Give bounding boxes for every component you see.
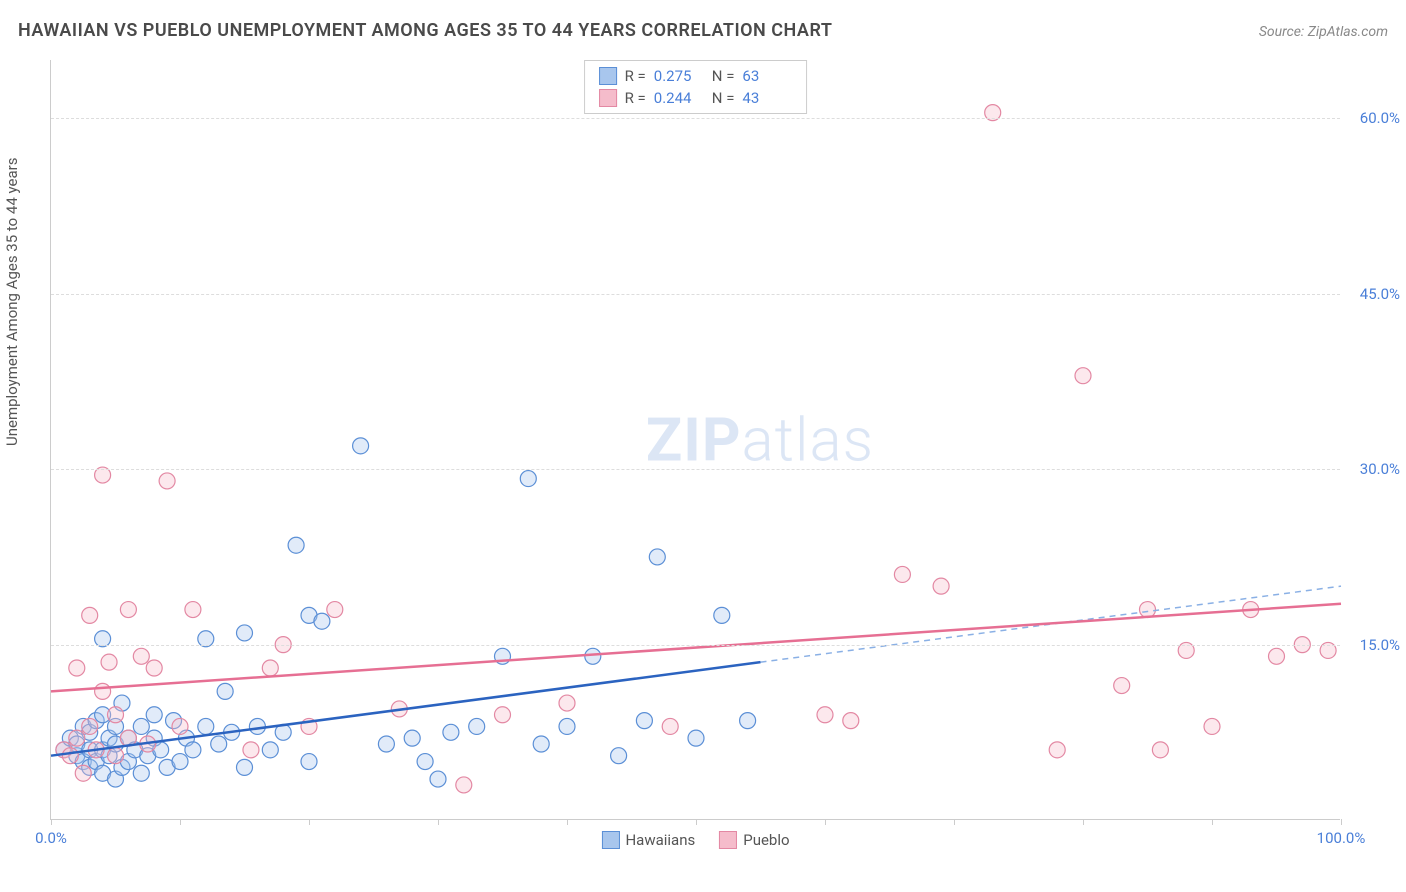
x-tick-label: 0.0%: [35, 829, 67, 847]
x-tick: [567, 819, 568, 825]
n-value: 43: [742, 89, 792, 107]
gridline: [51, 645, 1340, 646]
r-value: 0.244: [654, 89, 704, 107]
trend-line: [51, 662, 761, 756]
stats-row: R = 0.275 N = 63: [599, 65, 793, 87]
x-tick: [696, 819, 697, 825]
r-value: 0.275: [654, 67, 704, 85]
stats-row: R = 0.244 N = 43: [599, 87, 793, 109]
gridline: [51, 294, 1340, 295]
y-tick-label: 60.0%: [1360, 109, 1400, 127]
x-tick: [954, 819, 955, 825]
x-tick: [1212, 819, 1213, 825]
trend-layer: [51, 60, 1340, 819]
gridline: [51, 469, 1340, 470]
trend-line: [51, 604, 1341, 692]
x-tick-label: 100.0%: [1317, 829, 1366, 847]
stats-legend: R = 0.275 N = 63 R = 0.244 N = 43: [584, 60, 808, 114]
x-tick: [1341, 819, 1342, 825]
r-label: R =: [625, 89, 646, 107]
n-value: 63: [742, 67, 792, 85]
legend-label: Pueblo: [743, 831, 789, 849]
source-attribution: Source: ZipAtlas.com: [1259, 24, 1388, 40]
n-label: N =: [712, 89, 735, 107]
y-axis-label: Unemployment Among Ages 35 to 44 years: [3, 158, 21, 446]
gridline: [51, 118, 1340, 119]
series-swatch: [599, 89, 617, 107]
y-tick-label: 45.0%: [1360, 285, 1400, 303]
legend-item: Pueblo: [719, 831, 789, 849]
n-label: N =: [712, 67, 735, 85]
x-tick: [825, 819, 826, 825]
y-tick-label: 15.0%: [1360, 636, 1400, 654]
x-tick: [438, 819, 439, 825]
series-legend: Hawaiians Pueblo: [601, 831, 789, 849]
scatter-plot: ZIPatlas R = 0.275 N = 63 R = 0.244 N = …: [50, 60, 1340, 820]
chart-title: HAWAIIAN VS PUEBLO UNEMPLOYMENT AMONG AG…: [18, 20, 832, 41]
y-tick-label: 30.0%: [1360, 460, 1400, 478]
x-tick: [309, 819, 310, 825]
series-swatch: [599, 67, 617, 85]
r-label: R =: [625, 67, 646, 85]
series-swatch: [719, 831, 737, 849]
x-tick: [1083, 819, 1084, 825]
x-tick: [180, 819, 181, 825]
legend-label: Hawaiians: [625, 831, 695, 849]
series-swatch: [601, 831, 619, 849]
legend-item: Hawaiians: [601, 831, 695, 849]
x-tick: [51, 819, 52, 825]
